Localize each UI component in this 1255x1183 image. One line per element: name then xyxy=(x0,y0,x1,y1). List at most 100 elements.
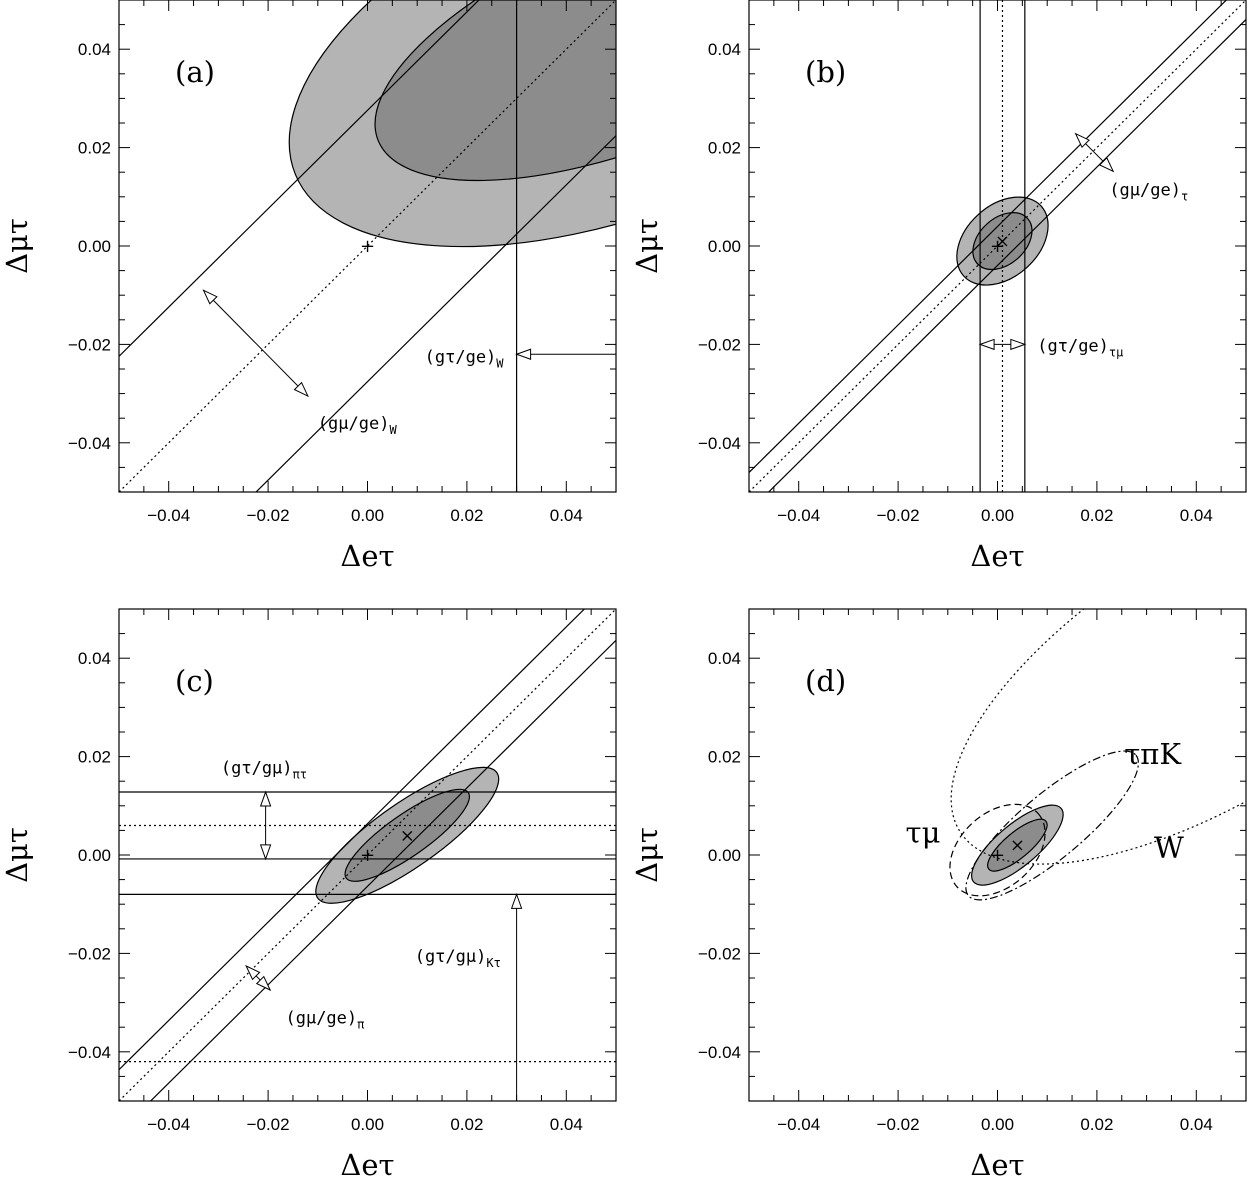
x-axis-label: Δeτ xyxy=(970,539,1024,573)
x-axis-label: Δeτ xyxy=(340,1148,394,1182)
x-tick-label: 0.02 xyxy=(450,1115,483,1134)
contour-dotted xyxy=(950,609,1246,865)
x-tick-label: 0.02 xyxy=(450,506,483,525)
band-label-gmu-ge-pi-subscript: π xyxy=(357,1017,364,1031)
y-tick-label: 0.04 xyxy=(78,649,111,668)
x-tick-label: 0.02 xyxy=(1080,506,1113,525)
x-axis-label: Δeτ xyxy=(970,1148,1024,1182)
y-tick-label: 0.02 xyxy=(78,748,111,767)
limit-label-gtau-ge-w: (gτ/ge)W xyxy=(425,348,505,371)
plot-area: +× xyxy=(949,609,1246,901)
band-edge-line xyxy=(119,609,586,1071)
limit-arrow-head xyxy=(510,892,523,909)
plot-area: +× xyxy=(749,0,1246,492)
band-width-arrow-head-end xyxy=(259,844,272,861)
band-label-gmu-ge-w-main: (gμ/ge) xyxy=(318,414,390,434)
panel-c: +×−0.04−0.04−0.02−0.020.000.000.020.020.… xyxy=(0,608,617,1182)
point-marker: + xyxy=(990,236,1005,257)
panel-tag: (c) xyxy=(175,664,214,698)
band-label-gmu-ge-tau-main: (gμ/ge) xyxy=(1109,180,1181,200)
point-marker: × xyxy=(995,231,1010,252)
y-tick-label: 0.02 xyxy=(708,139,741,158)
band-label-gmu-ge-tau-subscript: τ xyxy=(1181,189,1188,203)
band-width-arrow-head-start xyxy=(978,338,995,351)
x-tick-label: −0.02 xyxy=(877,506,920,525)
contour-dash-dot xyxy=(965,750,1140,901)
x-tick-label: 0.00 xyxy=(981,506,1014,525)
band-label-gmu-ge-pi-main: (gμ/ge) xyxy=(285,1008,357,1028)
y-tick-label: 0.02 xyxy=(708,748,741,767)
panel-a: + −0.04 −0.04 −0.02 −0.02 0.00 0.00 0.02 0.02 0.0… xyxy=(0,0,617,573)
y-tick-label: −0.04 xyxy=(698,434,741,453)
x-tick-label: 0.04 xyxy=(550,506,583,525)
panel-b: +× −0.04 −0.04 −0.02 −0.02 0.00 0.00 0.02 0.02 0.… xyxy=(630,0,1247,573)
x-tick-label: 0.04 xyxy=(1180,506,1213,525)
y-tick-label: −0.02 xyxy=(68,335,111,354)
band-width-arrow-head-start xyxy=(202,289,218,305)
band-label-gmu-ge-pi: (gμ/ge)π xyxy=(285,1008,364,1031)
band-label-gmu-ge-w: (gμ/ge)W xyxy=(318,414,398,437)
limit-label-gtau-gmu-ktau-subscript: Kτ xyxy=(486,956,500,970)
x-tick-label: −0.02 xyxy=(247,1115,290,1134)
band-width-arrow-head-end xyxy=(293,381,309,398)
x-tick-label: −0.04 xyxy=(147,1115,190,1134)
band-label-gtau-ge-taumu-subscript: τμ xyxy=(1109,345,1123,359)
y-axis-label: Δμτ xyxy=(630,827,664,883)
contour-label: τμ xyxy=(906,816,941,850)
contour-label: W xyxy=(1154,830,1184,864)
limit-label-gtau-ge-w-main: (gτ/ge) xyxy=(425,348,497,368)
y-tick-label: 0.00 xyxy=(78,846,111,865)
band-label-gtau-ge-taumu: (gτ/ge)τμ xyxy=(1037,336,1123,359)
band-edge-line xyxy=(767,18,1246,492)
x-tick-label: 0.00 xyxy=(351,506,384,525)
limit-label-gtau-gmu-ktau: (gτ/gμ)Kτ xyxy=(415,947,501,970)
plot-area: +× xyxy=(119,609,616,1101)
band-width-arrow-head-start xyxy=(259,790,272,807)
band-width-arrow xyxy=(203,289,309,397)
y-tick-label: −0.04 xyxy=(68,1043,111,1062)
point-marker: × xyxy=(1010,835,1025,856)
y-axis-label: Δμτ xyxy=(630,218,664,274)
y-tick-label: 0.00 xyxy=(78,237,111,256)
x-tick-label: −0.04 xyxy=(777,1115,820,1134)
x-tick-label: 0.04 xyxy=(1180,1115,1213,1134)
x-axis-label: Δeτ xyxy=(340,539,394,573)
limit-arrow-head xyxy=(515,348,532,360)
band-edge-line xyxy=(255,134,616,492)
y-tick-label: 0.00 xyxy=(708,237,741,256)
y-tick-label: 0.02 xyxy=(78,139,111,158)
y-tick-label: −0.04 xyxy=(698,1043,741,1062)
y-tick-label: 0.00 xyxy=(708,846,741,865)
point-marker: + xyxy=(360,236,375,257)
diag-width-marker-head-end xyxy=(255,975,272,992)
y-axis-label: Δμτ xyxy=(0,827,34,883)
y-tick-label: −0.04 xyxy=(68,434,111,453)
diag-width-marker-head-start xyxy=(1074,132,1090,149)
y-tick-label: −0.02 xyxy=(68,944,111,963)
x-tick-label: 0.00 xyxy=(981,1115,1014,1134)
band-edge-line xyxy=(149,639,616,1101)
confidence-ellipse-inner xyxy=(987,818,1048,872)
band-edge-line xyxy=(119,0,480,358)
y-tick-label: −0.02 xyxy=(698,944,741,963)
x-tick-label: 0.04 xyxy=(550,1115,583,1134)
panel-tag: (a) xyxy=(175,55,215,89)
contour-dashed xyxy=(949,803,1046,897)
x-tick-label: −0.04 xyxy=(777,506,820,525)
panel-d: + × −0.04 −0.04 −0.02 −0.02 0.00 0.00 0.02 0.02 0.… xyxy=(630,608,1247,1182)
band-label-gtau-ge-taumu-main: (gτ/ge) xyxy=(1037,336,1109,356)
band-label-gtau-gmu-pitau-main: (gτ/gμ) xyxy=(221,758,293,778)
plot-area: + xyxy=(119,0,616,492)
panel-tag: (b) xyxy=(805,55,846,89)
band-label-gtau-gmu-pitau: (gτ/gμ)πτ xyxy=(221,758,307,781)
y-tick-label: 0.04 xyxy=(708,649,741,668)
confidence-ellipse-outer xyxy=(288,0,616,248)
point-marker: × xyxy=(400,825,415,846)
x-tick-label: −0.04 xyxy=(147,506,190,525)
band-label-gmu-ge-w-subscript: W xyxy=(389,423,397,437)
limit-label-gtau-gmu-ktau-main: (gτ/gμ) xyxy=(415,947,487,967)
band-edge-line xyxy=(749,0,1228,474)
y-tick-label: 0.04 xyxy=(708,40,741,59)
y-tick-label: 0.04 xyxy=(78,40,111,59)
